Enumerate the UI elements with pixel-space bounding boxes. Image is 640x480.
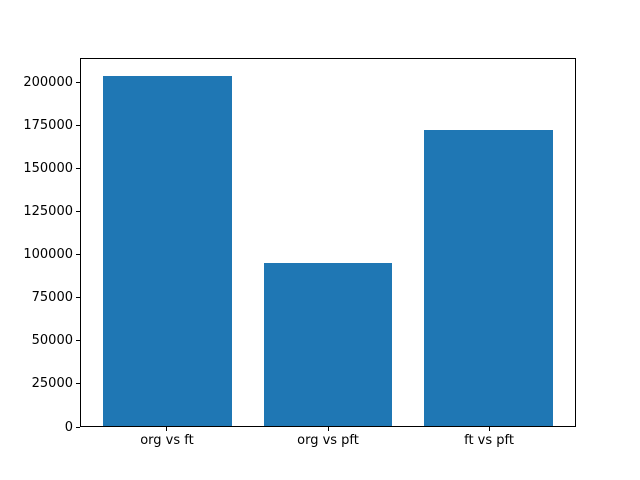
x-tick-label: org vs pft xyxy=(297,433,359,448)
bar-ft-vs-pft xyxy=(424,129,553,426)
plot-area xyxy=(80,58,576,427)
y-tick-label: 50000 xyxy=(31,333,73,349)
x-tick-label: org vs ft xyxy=(140,433,194,448)
y-tick-label: 0 xyxy=(64,419,73,435)
x-tick-mark xyxy=(488,427,490,431)
y-tick-label: 175000 xyxy=(23,118,73,134)
bar-org-vs-ft xyxy=(103,76,232,426)
bar-org-vs-pft xyxy=(263,263,393,426)
y-tick-label: 75000 xyxy=(31,290,73,306)
y-tick-label: 100000 xyxy=(23,247,73,263)
x-tick-mark xyxy=(327,427,329,431)
y-tick-label: 150000 xyxy=(23,161,73,177)
y-tick-label: 125000 xyxy=(23,204,73,220)
x-tick-mark xyxy=(166,427,168,431)
x-tick-label: ft vs pft xyxy=(464,433,514,448)
y-tick-label: 200000 xyxy=(23,74,73,90)
y-tick-label: 25000 xyxy=(31,376,73,392)
